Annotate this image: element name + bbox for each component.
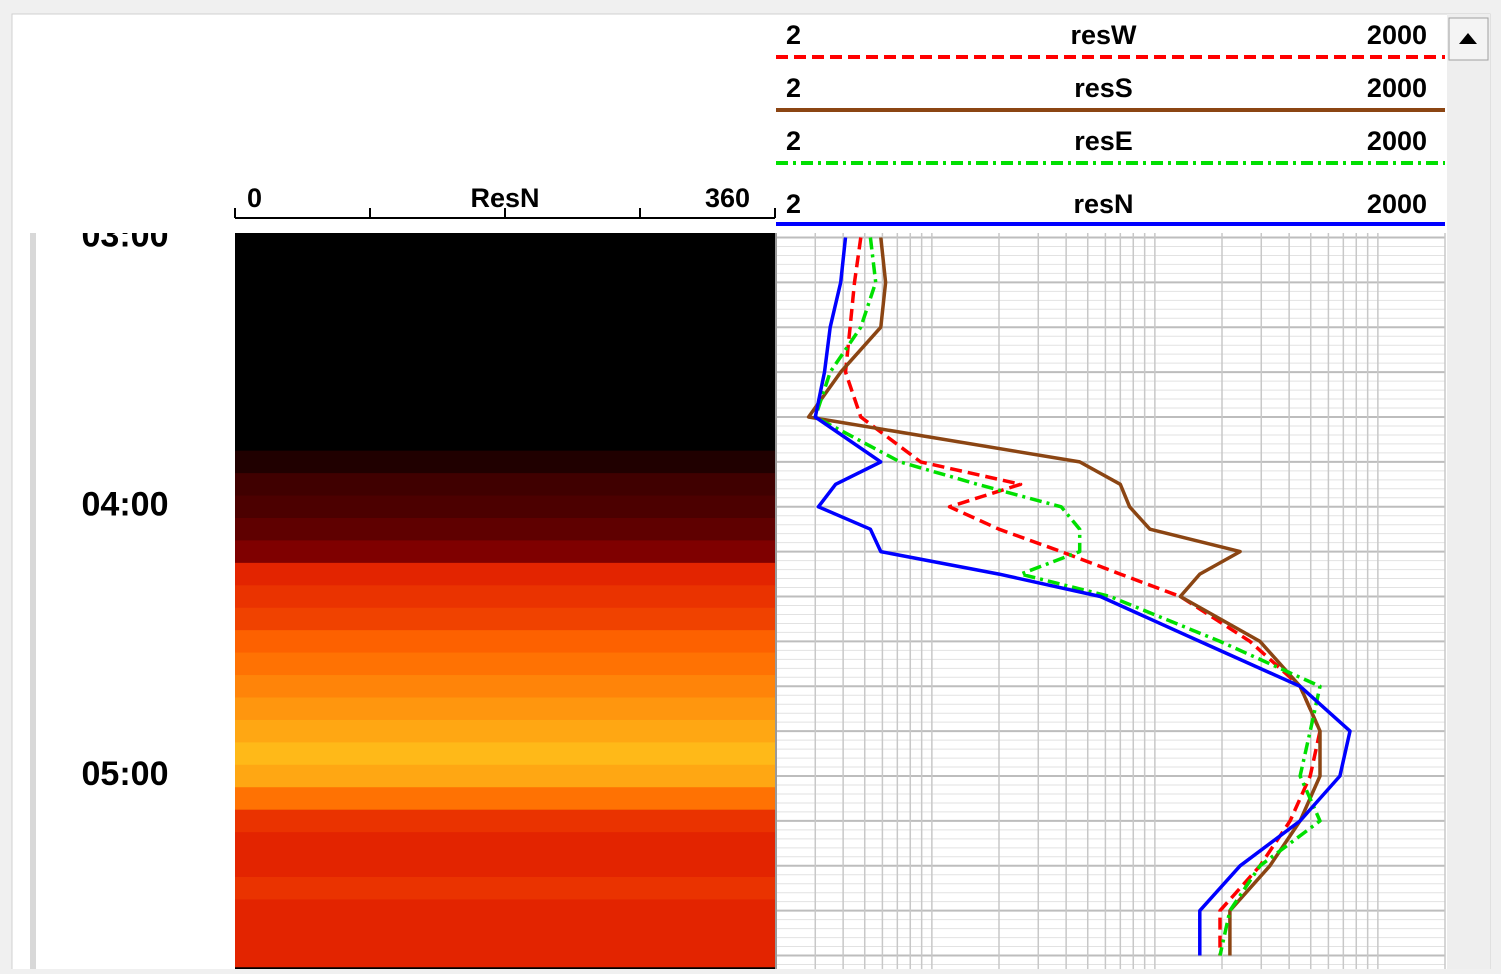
time-label: 05:00 [82, 755, 169, 793]
scale-max: 2000 [1367, 20, 1427, 50]
x-tick-label: 360 [705, 183, 750, 213]
heatmap-cell [235, 585, 775, 608]
heatmap-cell [235, 608, 775, 631]
scale-min: 2 [786, 189, 801, 219]
heatmap-cell [235, 316, 775, 339]
x-tick-label: 0 [247, 183, 262, 213]
time-label: 04:00 [82, 486, 169, 524]
heatmap-cell [235, 473, 775, 496]
legend-label: resE [1074, 126, 1133, 156]
heatmap-cell [235, 540, 775, 563]
heatmap-cell [235, 563, 775, 586]
legend-label: resS [1074, 73, 1133, 103]
scale-max: 2000 [1367, 126, 1427, 156]
heatmap-cell [235, 877, 775, 900]
heatmap-cell [235, 720, 775, 743]
heatmap-cell [235, 675, 775, 698]
heatmap-cell [235, 787, 775, 810]
legend-label: resW [1070, 20, 1137, 50]
left-bar [30, 233, 36, 969]
track-title: ResN [470, 183, 539, 213]
log-viewer: 03:0004:0005:000360ResN2resW20002resS200… [0, 0, 1501, 969]
heatmap-cell [235, 451, 775, 474]
heatmap-cell [235, 742, 775, 765]
heatmap-cell [235, 383, 775, 406]
heatmap-cell [235, 765, 775, 788]
heatmap-cell [235, 361, 775, 384]
scrollbar[interactable] [1447, 14, 1490, 969]
heatmap-cell [235, 653, 775, 676]
heatmap-cell [235, 630, 775, 653]
scale-min: 2 [786, 126, 801, 156]
heatmap-cell [235, 496, 775, 519]
heatmap-cell [235, 428, 775, 451]
heatmap-cell [235, 899, 775, 922]
scale-min: 2 [786, 73, 801, 103]
scale-min: 2 [786, 20, 801, 50]
heatmap-cell [235, 518, 775, 541]
heatmap-cell [235, 832, 775, 855]
heatmap-cell [235, 249, 775, 272]
legend-label: resN [1073, 189, 1133, 219]
heatmap-cell [235, 944, 775, 967]
heatmap-cell [235, 810, 775, 833]
heatmap-cell [235, 855, 775, 878]
page: {"chart_data": [ {"type": "heatmap", "ti… [0, 0, 1501, 969]
scale-max: 2000 [1367, 189, 1427, 219]
heatmap-cell [235, 294, 775, 317]
scale-max: 2000 [1367, 73, 1427, 103]
heatmap-cell [235, 338, 775, 361]
heatmap-cell [235, 271, 775, 294]
heatmap-cell [235, 697, 775, 720]
heatmap-cell [235, 922, 775, 945]
heatmap-cell [235, 406, 775, 429]
